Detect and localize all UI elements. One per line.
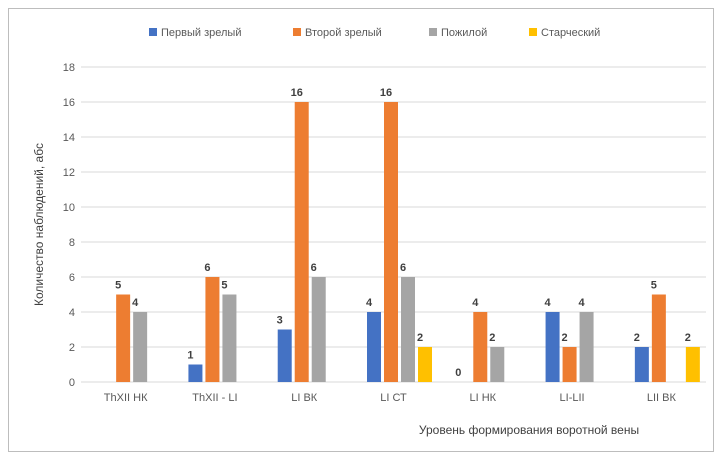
y-tick-label: 12	[63, 167, 75, 179]
legend-label: Первый зрелый	[161, 27, 241, 39]
y-axis-title: Количество наблюдений, абс	[32, 143, 46, 306]
x-tick-label: ThXII НК	[104, 392, 148, 404]
data-label: 6	[400, 262, 406, 274]
legend-swatch	[429, 28, 437, 36]
x-tick-label: LI НК	[469, 392, 496, 404]
x-tick-label: LI ВК	[291, 392, 318, 404]
data-label: 6	[204, 262, 210, 274]
data-label: 5	[221, 280, 227, 292]
legend: Первый зрелый Второй зрелый Пожилой Старчес…	[149, 27, 600, 39]
bar-2-5	[473, 312, 488, 382]
x-axis-ticks: ThXII НК ThXII - LI LI ВК LI СТ LI НК LI-LII L…	[104, 392, 677, 404]
chart-frame: Первый зрелый Второй зрелый Пожилой Старчес…	[8, 8, 714, 452]
x-tick-label: ThXII - LI	[192, 392, 237, 404]
bar-2-1	[116, 294, 131, 382]
data-label: 5	[115, 280, 121, 292]
data-label: 0	[455, 367, 461, 379]
bar-2-6	[562, 347, 577, 382]
bars	[116, 102, 700, 382]
x-tick-label: LI СТ	[380, 392, 407, 404]
y-tick-label: 4	[69, 307, 75, 319]
data-label: 4	[545, 297, 552, 309]
y-tick-label: 2	[69, 342, 75, 354]
bar-1-7	[634, 347, 649, 382]
bar-2-7	[651, 294, 666, 382]
legend-label: Пожилой	[441, 27, 487, 39]
bar-1-3	[277, 329, 292, 382]
bar-4-4	[418, 347, 432, 382]
y-tick-label: 8	[69, 237, 75, 249]
legend-label: Второй зрелый	[305, 27, 382, 39]
data-label: 2	[685, 332, 691, 344]
bar-4-7	[685, 347, 700, 382]
bar-3-5	[490, 347, 505, 382]
x-tick-label: LI-LII	[560, 392, 585, 404]
data-label: 4	[472, 297, 479, 309]
data-label: 1	[187, 350, 193, 362]
data-label: 6	[311, 262, 317, 274]
bar-2-3	[294, 102, 309, 382]
bar-1-6	[545, 312, 560, 382]
y-tick-label: 16	[63, 97, 75, 109]
data-label: 16	[291, 87, 303, 99]
legend-swatch	[529, 28, 537, 36]
bar-2-2	[205, 277, 220, 382]
data-label: 5	[651, 280, 657, 292]
y-axis-ticks: 0 2 4 6 8 10 12 14 16 18	[63, 62, 75, 389]
y-tick-label: 14	[63, 132, 75, 144]
data-label: 4	[579, 297, 586, 309]
data-label: 2	[417, 332, 423, 344]
data-label: 4	[132, 297, 139, 309]
y-tick-label: 0	[69, 377, 75, 389]
bar-3-2	[222, 294, 237, 382]
data-label: 2	[562, 332, 568, 344]
legend-swatch	[149, 28, 157, 36]
y-tick-label: 18	[63, 62, 75, 74]
bar-1-2	[188, 364, 203, 382]
bar-chart: Первый зрелый Второй зрелый Пожилой Старчес…	[32, 27, 706, 437]
legend-swatch	[293, 28, 301, 36]
data-label: 16	[380, 87, 392, 99]
bar-3-1	[133, 312, 148, 382]
bar-3-6	[579, 312, 594, 382]
bar-1-4	[367, 312, 381, 382]
data-label: 4	[366, 297, 373, 309]
bar-3-4	[401, 277, 415, 382]
x-tick-label: LII ВК	[647, 392, 677, 404]
y-tick-label: 6	[69, 272, 75, 284]
data-label: 2	[489, 332, 495, 344]
bar-3-3	[311, 277, 326, 382]
x-axis-title: Уровень формирования воротной вены	[419, 423, 639, 437]
bar-2-4	[384, 102, 398, 382]
y-tick-label: 10	[63, 202, 75, 214]
legend-label: Старческий	[541, 27, 600, 39]
data-label: 2	[634, 332, 640, 344]
data-label: 3	[277, 315, 283, 327]
